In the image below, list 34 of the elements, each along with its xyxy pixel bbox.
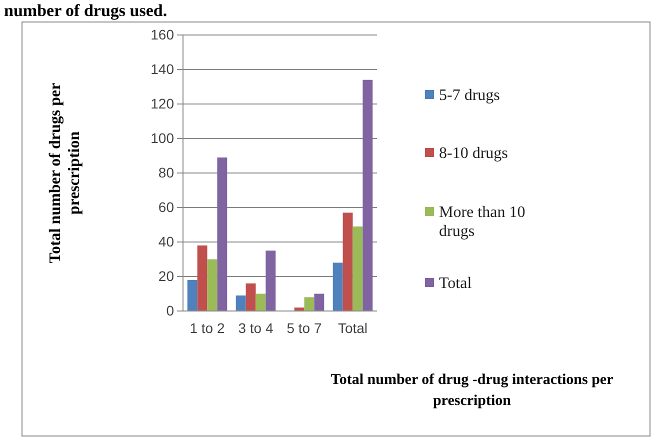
bar bbox=[362, 80, 373, 311]
bar bbox=[332, 262, 343, 311]
legend-label: 8-10 drugs bbox=[439, 145, 508, 162]
bar bbox=[246, 283, 256, 311]
x-tick-label: 1 to 2 bbox=[190, 320, 225, 336]
bar bbox=[207, 259, 218, 311]
y-tick-label: 100 bbox=[150, 130, 174, 146]
bar bbox=[266, 250, 276, 311]
y-axis-title: Total number of drugs per prescription bbox=[47, 82, 83, 264]
y-tick-label: 160 bbox=[150, 26, 174, 42]
bar bbox=[352, 226, 363, 311]
y-tick-label: 120 bbox=[150, 95, 174, 112]
bar bbox=[217, 157, 228, 311]
bar bbox=[197, 245, 208, 311]
x-tick-label: 5 to 7 bbox=[286, 320, 322, 336]
bar bbox=[304, 297, 314, 311]
legend-label: 5-7 drugs bbox=[439, 87, 500, 104]
chart-title: number of drugs used. bbox=[4, 1, 168, 20]
x-tick-label: Total bbox=[338, 320, 368, 336]
y-tick-label: 80 bbox=[158, 164, 174, 180]
legend-label: More than 10 drugs bbox=[439, 204, 526, 240]
bar bbox=[187, 280, 198, 311]
bar bbox=[236, 295, 246, 311]
y-tick-label: 60 bbox=[158, 198, 174, 215]
bar bbox=[256, 294, 266, 311]
bar bbox=[314, 294, 324, 311]
y-tick-label: 20 bbox=[158, 268, 174, 284]
x-axis-title: Total number of drug -drug interactions per prescription bbox=[330, 372, 614, 409]
y-tick-label: 40 bbox=[158, 233, 174, 250]
x-tick-label: 3 to 4 bbox=[238, 320, 274, 336]
y-tick-label: 140 bbox=[150, 60, 174, 77]
y-tick-label: 0 bbox=[166, 302, 174, 318]
bar bbox=[342, 212, 353, 311]
legend-label: Total bbox=[439, 275, 472, 292]
